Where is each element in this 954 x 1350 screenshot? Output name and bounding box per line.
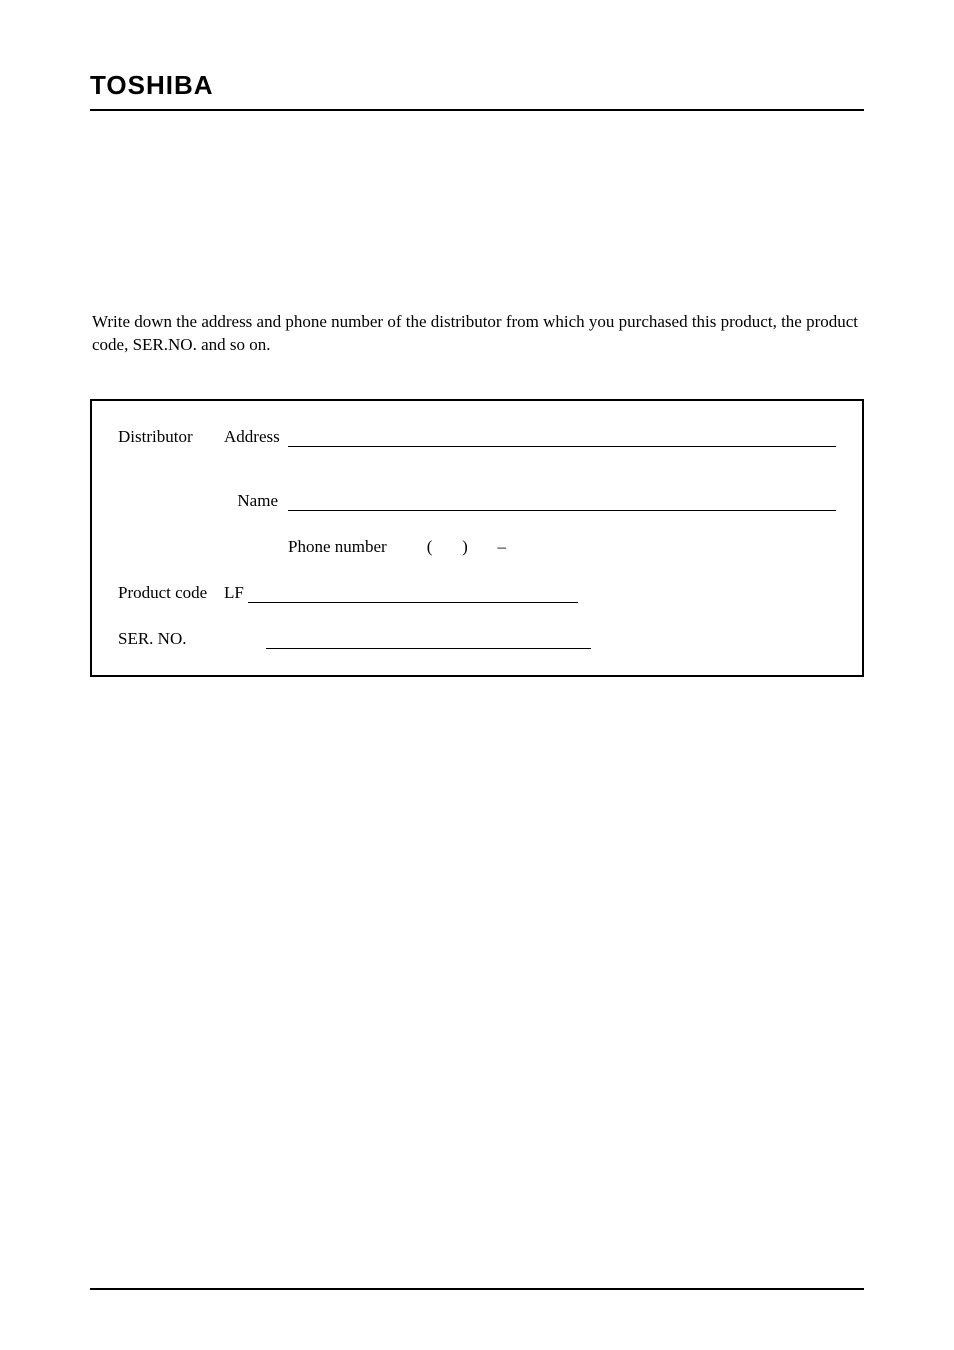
ser-no-input-line[interactable]: [266, 629, 591, 649]
page: TOSHIBA Write down the address and phone…: [0, 0, 954, 1350]
product-code-label: Product code: [118, 583, 224, 603]
name-row: Name: [118, 491, 836, 511]
vertical-spacer: [90, 677, 864, 1278]
ser-no-label: SER. NO.: [118, 629, 266, 649]
product-code-prefix: LF: [224, 583, 248, 603]
intro-text: Write down the address and phone number …: [90, 311, 864, 357]
address-label: Address: [224, 427, 288, 447]
name-label: Name: [224, 491, 288, 511]
product-prefix-cell: LF: [224, 583, 248, 603]
bottom-rule: [90, 1288, 864, 1290]
brand-logo: TOSHIBA: [90, 70, 864, 101]
top-rule: [90, 109, 864, 111]
address-input-line[interactable]: [288, 427, 836, 447]
ser-no-row: SER. NO.: [118, 629, 836, 649]
product-code-input-line[interactable]: [248, 583, 578, 603]
phone-format[interactable]: ( ) –: [427, 537, 506, 557]
phone-label: Phone number: [288, 537, 387, 557]
distributor-form-box: Distributor Address Name Phone number ( …: [90, 399, 864, 677]
phone-content: Phone number ( ) –: [288, 537, 506, 557]
address-row: Distributor Address: [118, 427, 836, 447]
gap: [118, 473, 836, 491]
product-code-row: Product code LF: [118, 583, 836, 603]
distributor-label: Distributor: [118, 427, 224, 447]
name-input-line[interactable]: [288, 491, 836, 511]
phone-row: Phone number ( ) –: [118, 537, 836, 557]
